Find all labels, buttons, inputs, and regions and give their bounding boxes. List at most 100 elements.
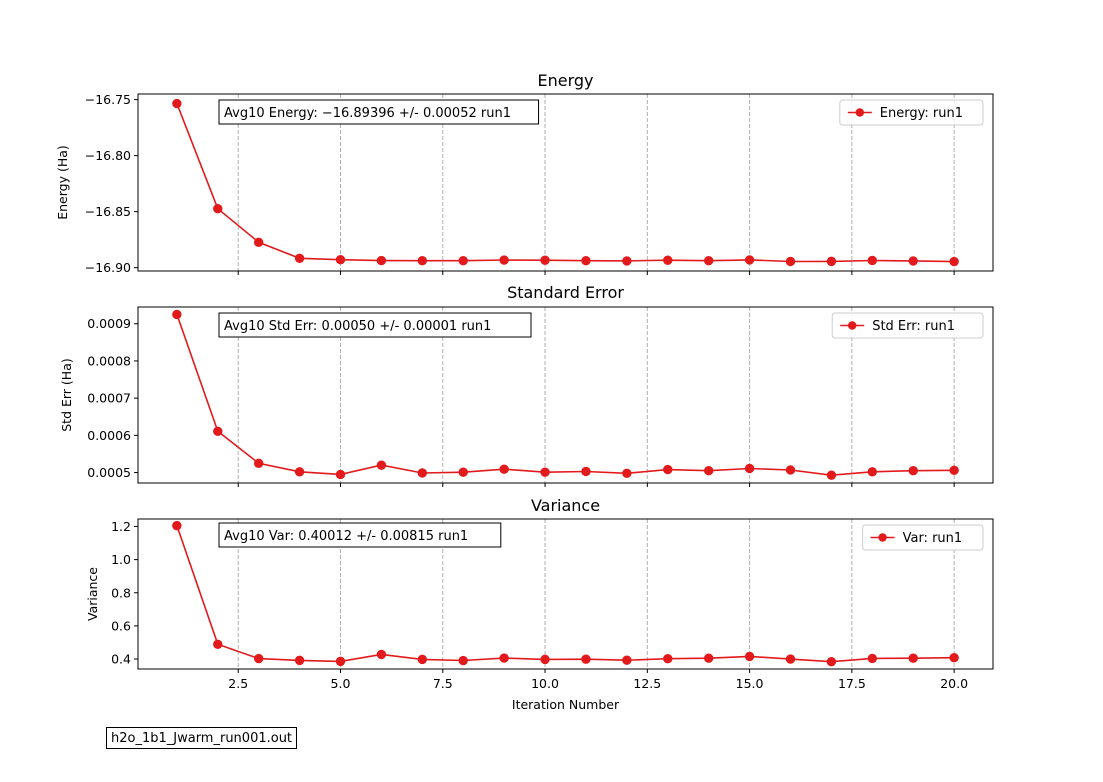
data-point bbox=[294, 655, 305, 666]
data-point bbox=[581, 466, 591, 477]
chart-panel-1: Standard Error 0.0005 0.0006 0.0007 0.0008 0.… bbox=[59, 283, 994, 487]
data-point bbox=[785, 465, 796, 475]
y-tick-label: 0.8 bbox=[111, 585, 131, 600]
y-tick-label: 0.0006 bbox=[87, 428, 131, 443]
y-tick-label: 0.6 bbox=[111, 618, 131, 633]
data-point bbox=[458, 655, 468, 666]
legend-marker bbox=[848, 321, 857, 330]
data-point bbox=[458, 255, 468, 266]
data-point bbox=[376, 255, 387, 266]
annotation-text: Avg10 Energy: −16.89396 +/- 0.00052 run1 bbox=[224, 106, 511, 121]
y-axis-label: Variance bbox=[85, 567, 100, 621]
legend-box bbox=[862, 524, 984, 551]
y-tick-label: 0.0005 bbox=[87, 465, 131, 480]
data-point bbox=[663, 255, 673, 265]
data-point bbox=[581, 654, 591, 664]
data-point bbox=[663, 464, 673, 475]
y-tick-label: −16.80 bbox=[85, 148, 131, 163]
data-point bbox=[540, 467, 550, 477]
data-point bbox=[867, 255, 878, 266]
y-tick-label: 0.0007 bbox=[87, 391, 131, 406]
series-line bbox=[176, 314, 955, 477]
x-axis-label: Iteration Number bbox=[512, 697, 620, 712]
annotation-box bbox=[218, 99, 540, 125]
data-point bbox=[213, 639, 223, 650]
data-point bbox=[744, 651, 755, 662]
chart-title: Standard Error bbox=[507, 283, 624, 302]
source-file-label: h2o_1b1_Jwarm_run001.out bbox=[106, 727, 298, 749]
data-point bbox=[213, 204, 223, 214]
legend-marker bbox=[878, 533, 887, 542]
legend-label: Var: run1 bbox=[903, 531, 963, 546]
data-point bbox=[908, 256, 918, 266]
y-tick-label: 1.0 bbox=[111, 552, 131, 567]
data-point bbox=[417, 468, 428, 478]
data-point bbox=[540, 654, 550, 665]
data-point bbox=[499, 255, 509, 265]
data-point bbox=[253, 653, 264, 664]
y-tick-label: 0.0009 bbox=[87, 316, 131, 331]
y-axis-label: Energy (Ha) bbox=[55, 145, 70, 220]
data-point bbox=[499, 653, 509, 663]
data-point bbox=[703, 255, 714, 266]
x-tick-label: 20.0 bbox=[940, 676, 968, 691]
data-point bbox=[376, 460, 387, 470]
axes-frame bbox=[137, 93, 994, 272]
data-point bbox=[949, 256, 959, 267]
data-point bbox=[867, 467, 878, 477]
data-point bbox=[540, 255, 550, 265]
data-point bbox=[253, 237, 264, 248]
data-point bbox=[949, 465, 959, 476]
x-tick-label: 15.0 bbox=[736, 676, 764, 691]
data-point bbox=[826, 657, 837, 667]
y-tick-label: 1.2 bbox=[111, 519, 131, 534]
data-point bbox=[744, 255, 755, 265]
annotation-text: Avg10 Var: 0.40012 +/- 0.00815 run1 bbox=[224, 529, 468, 544]
x-tick-label: 10.0 bbox=[531, 676, 559, 691]
data-point bbox=[622, 256, 632, 266]
data-point bbox=[744, 463, 755, 474]
y-tick-label: −16.85 bbox=[85, 204, 131, 219]
x-tick-label: 7.5 bbox=[433, 676, 453, 691]
legend-label: Std Err: run1 bbox=[872, 319, 955, 334]
data-point bbox=[335, 254, 346, 265]
data-point bbox=[253, 458, 264, 468]
annotation-box bbox=[218, 312, 532, 338]
series-line bbox=[176, 103, 955, 263]
axes-frame bbox=[137, 306, 994, 484]
x-tick-label: 17.5 bbox=[838, 676, 866, 691]
data-point bbox=[908, 466, 918, 476]
data-point bbox=[663, 654, 673, 664]
y-tick-label: −16.75 bbox=[85, 92, 131, 107]
data-point bbox=[417, 255, 428, 266]
data-point bbox=[826, 470, 837, 480]
data-point bbox=[294, 253, 305, 264]
data-point bbox=[785, 654, 796, 664]
series-line bbox=[176, 525, 955, 663]
data-point bbox=[826, 256, 837, 267]
legend-box bbox=[839, 99, 984, 126]
chart-title: Energy bbox=[537, 71, 593, 90]
data-point bbox=[499, 464, 509, 474]
data-point bbox=[335, 656, 346, 667]
data-point bbox=[703, 466, 714, 476]
chart-panel-2: Variance 2.5 5.0 7.5 10.0 12.5 15.0 17.5 20.0 0.4… bbox=[85, 496, 994, 712]
data-point bbox=[172, 98, 182, 109]
data-point bbox=[458, 467, 468, 477]
data-point bbox=[867, 653, 878, 664]
x-tick-label: 5.0 bbox=[331, 676, 351, 691]
legend-marker bbox=[855, 108, 864, 117]
data-point bbox=[213, 426, 223, 436]
data-point bbox=[417, 654, 428, 665]
data-point bbox=[703, 653, 714, 663]
legend-label: Energy: run1 bbox=[880, 106, 963, 121]
legend-box bbox=[831, 312, 984, 339]
y-axis-label: Std Err (Ha) bbox=[59, 358, 74, 432]
axes-frame bbox=[137, 518, 994, 670]
data-point bbox=[172, 309, 182, 320]
data-point bbox=[949, 653, 959, 663]
data-point bbox=[376, 649, 387, 660]
annotation-text: Avg10 Std Err: 0.00050 +/- 0.00001 run1 bbox=[224, 319, 491, 334]
chart-title: Variance bbox=[531, 496, 600, 515]
